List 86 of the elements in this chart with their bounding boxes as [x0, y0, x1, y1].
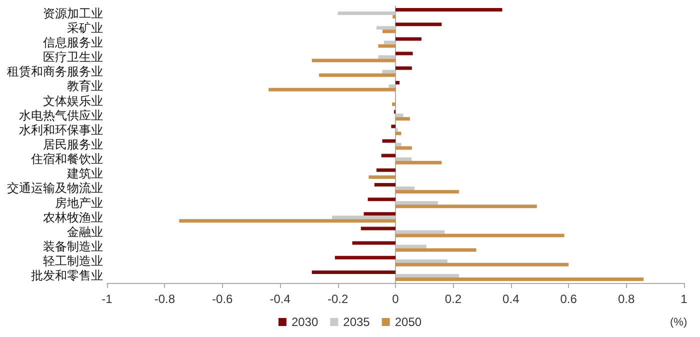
bar — [396, 66, 412, 70]
bar — [391, 124, 396, 128]
bar — [396, 8, 502, 12]
y-tick-label: 交通运输及物流业 — [7, 181, 103, 196]
y-tick-label: 金融业 — [67, 224, 103, 239]
legend-label: 2030 — [291, 315, 318, 329]
bar — [396, 274, 459, 278]
y-tick-label: 采矿业 — [67, 20, 103, 35]
x-tick-label: 0.8 — [618, 292, 635, 306]
bar — [319, 73, 396, 77]
bar — [396, 22, 442, 26]
legend-label: 2035 — [343, 315, 370, 329]
bar — [396, 190, 459, 194]
y-tick-label: 租赁和商务服务业 — [7, 64, 103, 79]
y-tick-label: 装备制造业 — [43, 240, 103, 254]
y-tick-label: 医疗卫生业 — [43, 50, 103, 64]
bar — [388, 84, 396, 88]
y-tick-label: 教育业 — [67, 79, 103, 94]
bar — [352, 241, 396, 245]
bar — [382, 139, 396, 143]
legend-label: 2050 — [394, 315, 422, 329]
y-tick-label: 居民服务业 — [43, 138, 103, 152]
bar — [392, 102, 396, 106]
bar — [364, 212, 396, 216]
bar — [396, 244, 426, 248]
bar — [396, 204, 537, 208]
x-axis-title: (%) — [670, 316, 688, 328]
bar — [179, 219, 396, 223]
bar — [368, 198, 396, 202]
bar — [268, 88, 396, 92]
bar — [378, 55, 396, 59]
y-tick-label: 住宿和餐饮业 — [30, 152, 103, 166]
bar — [376, 168, 396, 172]
bar — [368, 175, 396, 179]
x-tick-label: -0.6 — [212, 292, 234, 306]
y-tick-label: 批发和零售业 — [31, 268, 103, 283]
x-tick-label: -0.2 — [327, 292, 348, 306]
y-tick-label: 文体娱乐业 — [43, 94, 103, 108]
bar — [396, 277, 644, 281]
bar — [396, 37, 422, 41]
x-tick-label: -1 — [102, 292, 113, 306]
bar — [396, 117, 410, 121]
y-tick-label: 资源加工业 — [43, 6, 103, 20]
bar — [396, 186, 415, 190]
bar — [396, 230, 445, 234]
y-tick-label: 水电热气供应业 — [19, 108, 103, 122]
bar — [396, 80, 400, 84]
bar — [382, 30, 396, 34]
x-tick-label: 0 — [392, 292, 400, 306]
bar — [396, 259, 448, 263]
bar — [396, 201, 438, 205]
bar — [396, 146, 412, 150]
bar — [312, 270, 396, 274]
bar — [312, 58, 396, 62]
y-tick-label: 轻工制造业 — [43, 254, 103, 268]
bar — [396, 248, 476, 252]
bar — [396, 157, 412, 161]
x-tick-label: 0.6 — [560, 292, 578, 306]
bar — [334, 256, 396, 260]
x-tick-label: 0.2 — [444, 292, 462, 306]
bar — [396, 114, 404, 118]
bar — [374, 182, 396, 186]
bar — [381, 154, 396, 158]
y-tick-label: 建筑业 — [66, 166, 103, 181]
x-tick-label: 1 — [680, 292, 688, 306]
bar — [396, 262, 569, 266]
bar — [396, 142, 402, 146]
bar — [382, 70, 396, 74]
bar — [378, 44, 396, 48]
bar — [396, 234, 564, 238]
bar — [396, 132, 402, 136]
bar — [360, 226, 396, 230]
y-tick-label: 水利和环保事业 — [19, 122, 103, 137]
y-tick-label: 农林牧渔业 — [43, 210, 103, 224]
x-tick-label: 0.4 — [502, 292, 520, 306]
bar — [332, 216, 396, 220]
bar — [376, 26, 396, 30]
bar — [392, 15, 396, 19]
x-tick-label: -0.4 — [270, 292, 291, 306]
bar — [338, 12, 396, 16]
x-tick-label: -0.8 — [154, 292, 176, 306]
bar — [396, 52, 413, 56]
bar — [384, 40, 396, 44]
bar — [396, 160, 442, 164]
y-tick-label: 房地产业 — [55, 196, 103, 210]
y-tick-label: 信息服务业 — [43, 35, 103, 50]
